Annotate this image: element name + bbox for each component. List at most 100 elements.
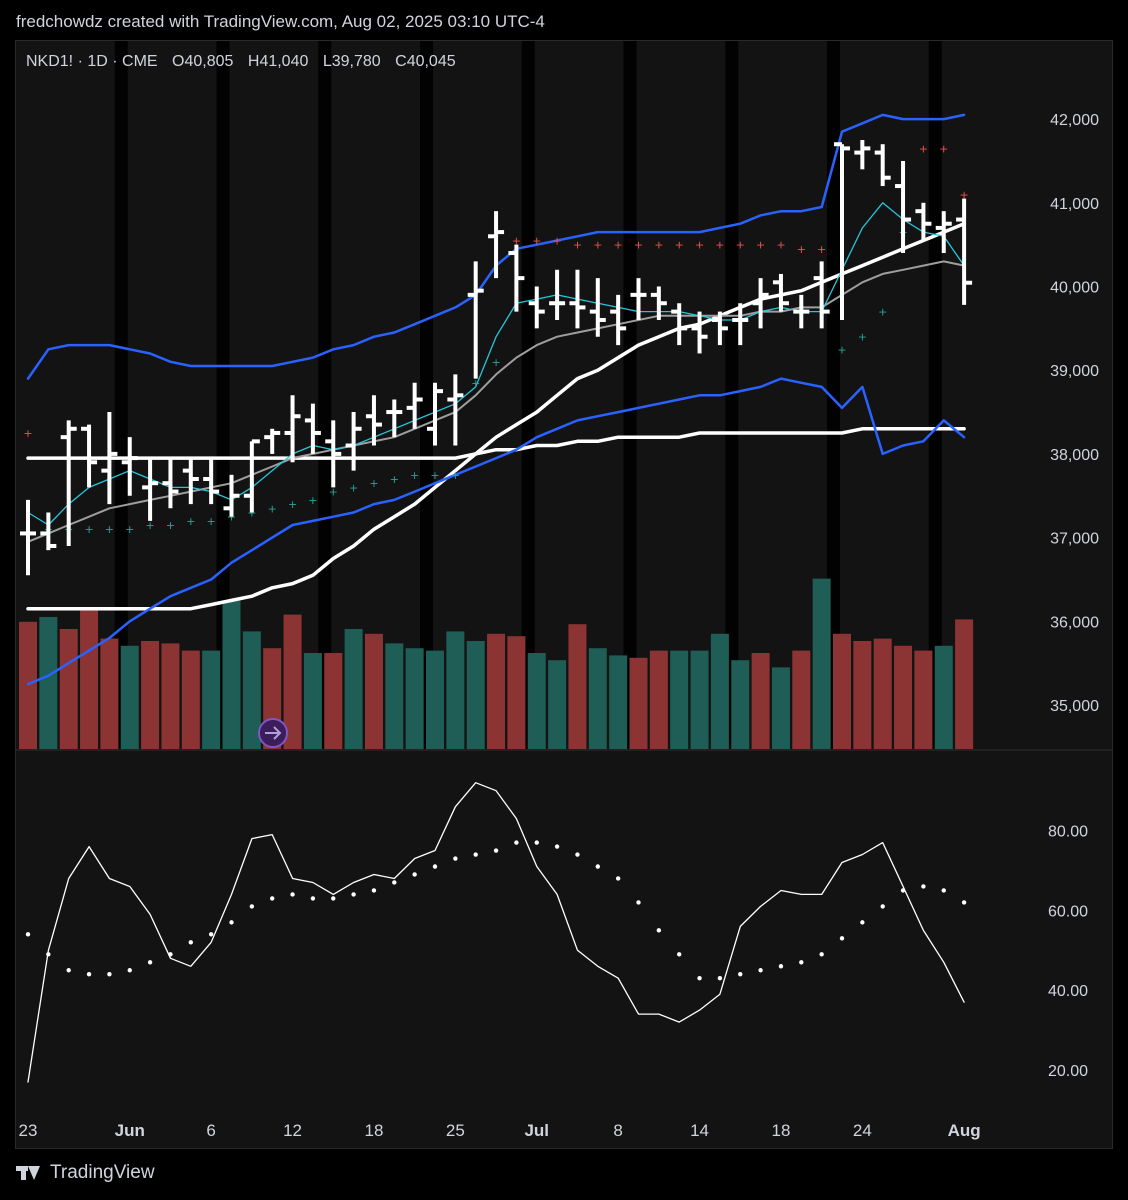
price-tick-label: 42,000: [1050, 112, 1099, 129]
sar-dot: +: [878, 306, 887, 319]
oscillator-signal-dot: [514, 840, 519, 845]
ohlc-bar: [81, 424, 98, 488]
sar-dot: +: [776, 239, 785, 252]
ohlc-bar: [325, 420, 342, 488]
price-tick-label: 36,000: [1050, 614, 1099, 631]
ohlc-bar: [223, 474, 240, 517]
oscillator-signal-dot: [66, 968, 71, 973]
sar-dot: +: [268, 502, 277, 515]
sar-dot: +: [369, 477, 378, 490]
ohlc-bar: [264, 428, 281, 454]
close-value: 40,045: [406, 53, 456, 70]
ohlc-bar: [488, 211, 505, 279]
high-value: 41,040: [259, 53, 309, 70]
volume-bar: [792, 650, 811, 749]
oscillator-signal-dot: [778, 964, 784, 969]
sar-dot: +: [390, 473, 399, 486]
volume-bar: [385, 643, 404, 749]
ohlc-bar: [589, 278, 606, 337]
ohlc-bar: [650, 286, 667, 320]
ohlc-bar: [386, 399, 403, 438]
oscillator-signal-dot: [107, 972, 112, 977]
oscillator-signal-dot: [961, 900, 967, 905]
brand-label: TradingView: [50, 1162, 155, 1183]
open-label: O: [172, 53, 185, 70]
weekend-band-3: [420, 41, 433, 749]
open-value: 40,805: [184, 53, 234, 70]
weekend-band-6: [725, 41, 739, 749]
sar-dot: +: [491, 356, 500, 369]
sar-dot: +: [939, 142, 948, 155]
indicator-lines: [26, 113, 966, 686]
time-tick-label: 18: [771, 1121, 790, 1140]
close-label: C: [395, 53, 407, 70]
tradingview-logo[interactable]: TradingView: [16, 1162, 155, 1184]
sar-dot: +: [329, 486, 338, 499]
sar-dot: +: [410, 469, 419, 482]
markers: [258, 718, 288, 748]
oscillator-signal-dot: [371, 888, 377, 893]
volume-bar: [487, 633, 506, 749]
volume-bar: [649, 650, 668, 749]
volume-bar: [426, 650, 444, 749]
volume-bar: [141, 641, 160, 749]
price-tick-label: 39,000: [1050, 363, 1099, 380]
volume-bar: [283, 614, 302, 749]
volume-bar: [731, 660, 750, 749]
sar-dot: +: [634, 239, 643, 252]
ohlc-bar: [956, 198, 973, 305]
time-tick-label: 6: [206, 1121, 215, 1140]
volume-bar: [771, 667, 790, 749]
ohlc-bar: [20, 499, 36, 576]
ohlc-bar: [508, 244, 525, 312]
tradingview-mark-icon: [16, 1164, 42, 1182]
oscillator-tick-label: 40.00: [1048, 983, 1088, 1000]
volume-bar: [120, 645, 139, 749]
ohlc-bar: [610, 294, 627, 346]
price-tick-label: 41,000: [1050, 196, 1099, 213]
weekend-band-8: [928, 41, 942, 749]
time-tick-label: 23: [19, 1121, 38, 1140]
time-tick-label: 14: [690, 1121, 709, 1140]
sar-dot: +: [227, 511, 236, 524]
ohlc-bar: [752, 278, 769, 329]
ohlc-legend: NKD1! · 1D · CME O40,805 H41,040 L39,780…: [26, 53, 456, 71]
oscillator-signal-dot: [799, 960, 804, 965]
oscillator-signal-dot: [860, 920, 865, 925]
long-ma-line-a: [26, 221, 966, 611]
volume-bar: [344, 629, 363, 749]
oscillator-signal-dot: [839, 936, 845, 941]
event-marker-arrow: [265, 726, 282, 740]
sar-dot: +: [837, 343, 846, 356]
ohlc-bar: [203, 458, 220, 505]
oscillator-signal-dot: [554, 844, 560, 849]
volume-bar: [100, 638, 119, 749]
sar-dot: +: [654, 239, 663, 252]
time-tick-label: Jun: [115, 1121, 145, 1140]
sar-dot: +: [858, 331, 867, 344]
ohlc-bar: [630, 278, 647, 320]
oscillator-signal-dot: [697, 976, 702, 981]
oscillator-signal-dot: [331, 896, 336, 901]
volume-bar: [690, 650, 709, 749]
volume-bar: [303, 653, 322, 749]
sar-dot: +: [512, 234, 521, 247]
ohlc-bar: [772, 273, 789, 312]
time-tick-label: 8: [613, 1121, 622, 1140]
oscillator-signal-dot: [473, 852, 478, 857]
volume-bar: [934, 645, 953, 749]
ohlc-bar: [895, 160, 912, 254]
ohlc-bar: [874, 144, 891, 187]
volume-bar: [873, 638, 892, 749]
weekend-shading: [114, 41, 942, 749]
sar-dot: +: [593, 239, 602, 252]
ohlc-bar: [60, 420, 77, 546]
oscillator-signal-dot: [412, 872, 417, 877]
ohlc-bars: [20, 140, 973, 576]
volume-bar: [588, 648, 607, 749]
oscillator-signal-dot: [127, 968, 132, 973]
chart-attribution: fredchowdz created with TradingView.com,…: [16, 12, 545, 31]
sar-dot: +: [573, 239, 582, 252]
weekend-band-0: [114, 41, 128, 749]
